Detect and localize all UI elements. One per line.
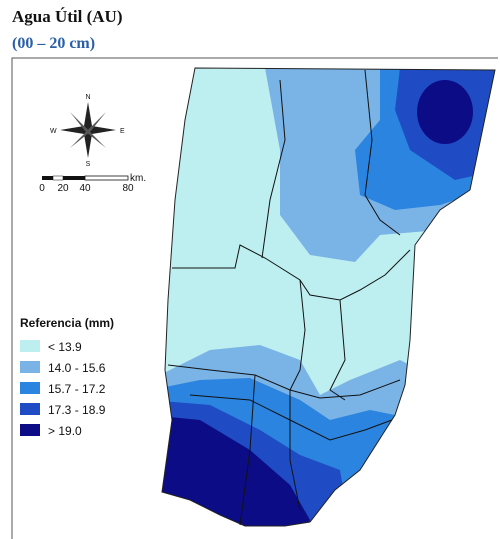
map-frame: [11, 57, 498, 539]
scale-label: 40: [79, 183, 91, 194]
legend-swatch: [20, 361, 40, 373]
scale-label: 80: [122, 183, 134, 194]
subtitle: (00 – 20 cm): [12, 35, 95, 52]
legend-swatch: [20, 382, 40, 394]
legend-label: 14.0 - 15.6: [48, 361, 106, 375]
scale-unit: km.: [130, 173, 146, 184]
legend-label: > 19.0: [48, 424, 82, 438]
compass-e: E: [120, 128, 125, 135]
department-borders: [167, 69, 411, 526]
legend-swatch: [20, 424, 40, 436]
legend-label: < 13.9: [48, 340, 82, 354]
legend-title: Referencia (mm): [20, 316, 114, 330]
compass-w: W: [50, 128, 57, 135]
legend-swatch: [20, 340, 40, 352]
title: Agua Útil (AU): [12, 7, 123, 26]
compass-s: S: [86, 161, 91, 168]
legend-swatch: [20, 403, 40, 415]
scale-label: 0: [39, 183, 45, 194]
legend-label: 15.7 - 17.2: [48, 382, 106, 396]
province-outline: [161, 67, 496, 527]
scale-label: 20: [57, 183, 69, 194]
zone-5: [417, 80, 473, 144]
compass-rose: N S E W: [50, 94, 125, 168]
compass-n: N: [85, 94, 90, 101]
map-zones: [162, 68, 495, 526]
scale-bar: [42, 175, 129, 181]
legend-label: 17.3 - 18.9: [48, 403, 106, 417]
